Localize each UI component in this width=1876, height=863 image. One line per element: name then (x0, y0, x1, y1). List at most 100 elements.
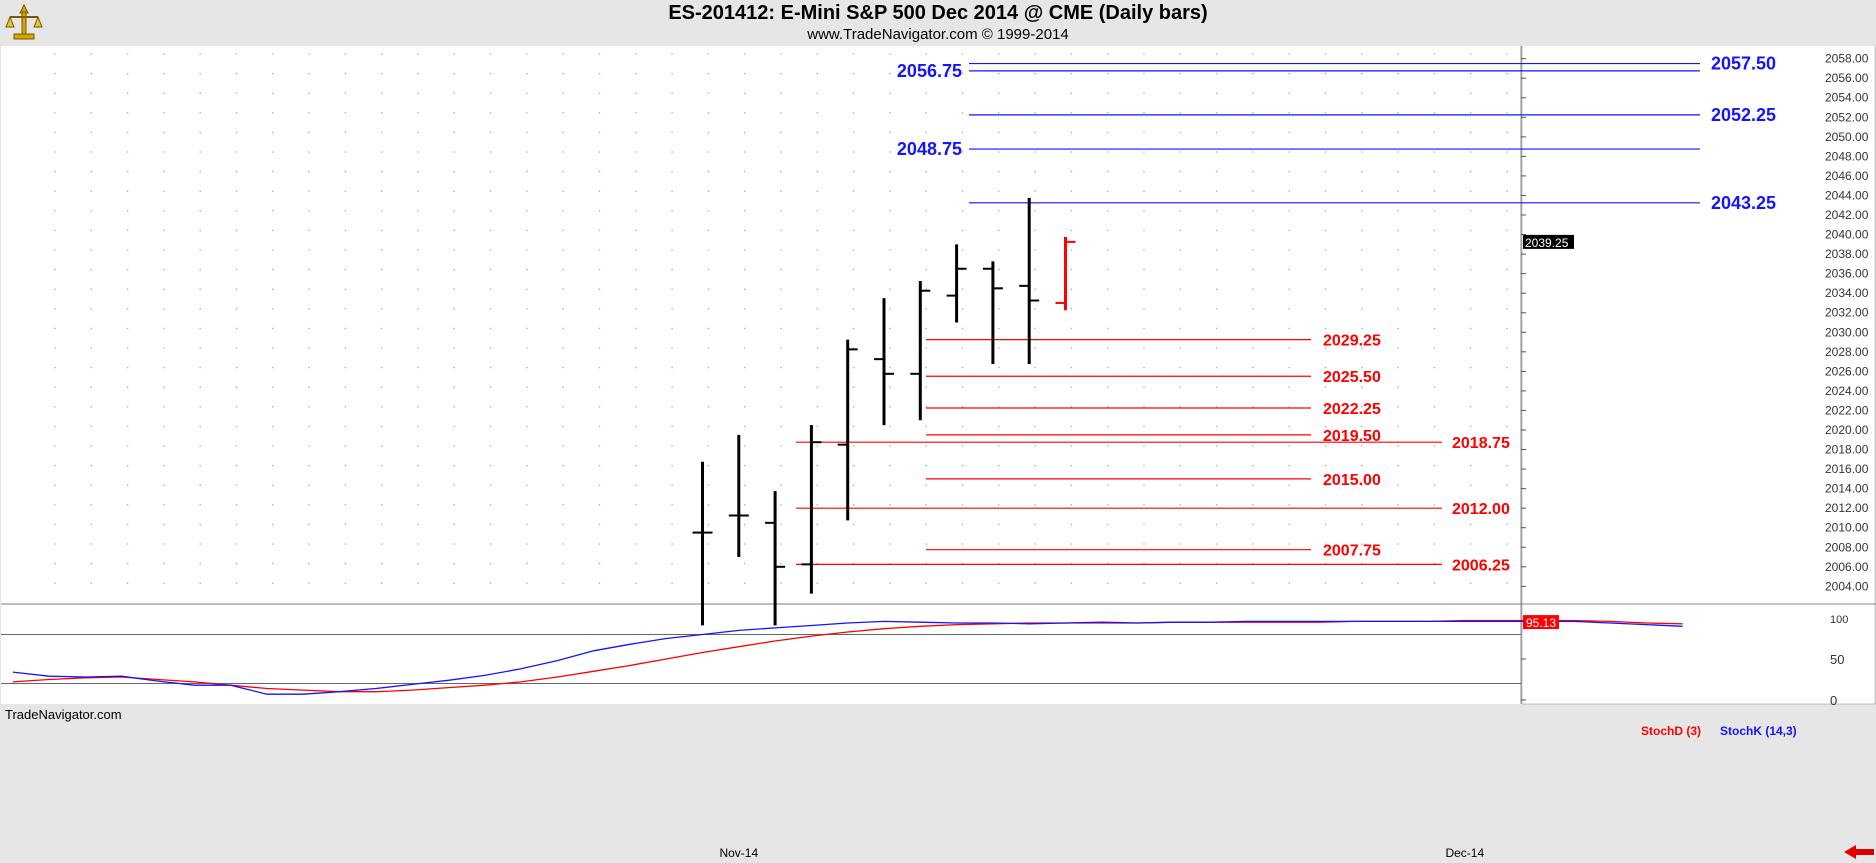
grid-dot (816, 386, 819, 389)
grid-dot (235, 425, 238, 428)
grid-dot (489, 504, 492, 506)
grid-dot (1034, 484, 1036, 487)
grid-dot (235, 92, 238, 94)
grid-dot (598, 112, 601, 114)
grid-dot (925, 131, 927, 134)
grid-dot (961, 288, 964, 291)
grid-dot (816, 268, 819, 271)
price-tick-label: 2052.00 (1825, 110, 1869, 124)
grid-dot (163, 347, 165, 349)
grid-dot (308, 347, 310, 349)
grid-dot (526, 327, 528, 330)
grid-dot (526, 190, 528, 192)
grid-dot (1361, 425, 1363, 428)
grid-dot (816, 406, 819, 408)
price-tick-label: 2006.00 (1825, 560, 1869, 574)
grid-dot (925, 464, 927, 467)
grid-dot (1179, 72, 1182, 75)
grid-dot (1179, 484, 1182, 487)
grid-dot (344, 445, 347, 447)
grid-dot (272, 229, 274, 232)
grid-dot (1324, 504, 1327, 506)
grid-dot (1361, 92, 1363, 94)
grid-dot (1397, 210, 1399, 212)
grid-dot (1397, 308, 1399, 310)
grid-dot (1469, 229, 1472, 232)
grid-dot (126, 543, 129, 545)
grid-dot (1506, 170, 1508, 173)
grid-dot (1106, 366, 1109, 369)
grid-dot (1034, 210, 1036, 212)
grid-dot (199, 308, 201, 310)
grid-dot (90, 131, 93, 134)
grid-dot (1506, 543, 1508, 545)
grid-dot (1034, 308, 1036, 310)
grid-dot (380, 366, 383, 369)
grid-dot (598, 53, 601, 55)
grid-dot (925, 53, 927, 55)
grid-dot (1215, 308, 1218, 310)
grid-dot (1179, 582, 1182, 584)
grid-dot (54, 131, 56, 134)
grid-dot (889, 170, 891, 173)
grid-dot (1469, 464, 1472, 467)
grid-dot (272, 445, 274, 447)
grid-dot (1324, 327, 1327, 330)
grid-dot (1143, 582, 1145, 584)
grid-dot (54, 504, 56, 506)
stochastic-last-value-tag (1523, 615, 1559, 630)
grid-dot (925, 112, 927, 114)
grid-dot (163, 582, 165, 584)
grid-dot (1324, 543, 1327, 545)
grid-dot (163, 425, 165, 428)
grid-dot (308, 484, 310, 487)
grid-dot (126, 190, 129, 192)
grid-dot (635, 425, 637, 428)
grid-dot (1361, 131, 1363, 134)
grid-dot (1252, 582, 1254, 584)
grid-dot (671, 484, 673, 487)
grid-dot (1106, 190, 1109, 192)
grid-dot (889, 406, 891, 408)
grid-dot (453, 464, 456, 467)
grid-dot (635, 582, 637, 584)
price-tick-label: 2024.00 (1825, 384, 1869, 398)
grid-dot (780, 445, 782, 447)
grid-dot (925, 72, 927, 75)
grid-dot (562, 445, 564, 447)
price-tick-label: 2058.00 (1825, 52, 1869, 66)
grid-dot (1433, 523, 1436, 526)
grid-dot (1288, 347, 1290, 349)
scroll-left-arrow-icon[interactable] (1844, 845, 1874, 859)
grid-dot (562, 327, 564, 330)
grid-dot (54, 327, 56, 330)
grid-dot (1288, 72, 1290, 75)
grid-dot (163, 445, 165, 447)
grid-dot (743, 288, 746, 291)
grid-dot (635, 464, 637, 467)
grid-dot (1469, 131, 1472, 134)
grid-dot (1143, 131, 1145, 134)
grid-dot (1106, 229, 1109, 232)
grid-dot (1506, 53, 1508, 55)
price-tick-label: 2028.00 (1825, 345, 1869, 359)
grid-dot (380, 386, 383, 389)
grid-dot (1070, 249, 1073, 251)
grid-dot (1469, 484, 1472, 487)
grid-dot (635, 406, 637, 408)
grid-dot (380, 131, 383, 134)
grid-dot (1252, 151, 1254, 153)
grid-dot (1179, 229, 1182, 232)
grid-dot (1179, 386, 1182, 389)
grid-dot (671, 464, 673, 467)
grid-dot (1397, 406, 1399, 408)
grid-dot (417, 72, 419, 75)
grid-dot (526, 484, 528, 487)
grid-dot (707, 131, 710, 134)
grid-dot (90, 347, 93, 349)
grid-dot (998, 170, 1000, 173)
grid-dot (1288, 53, 1290, 55)
grid-dot (163, 562, 165, 565)
grid-dot (1106, 53, 1109, 55)
grid-dot (54, 347, 56, 349)
